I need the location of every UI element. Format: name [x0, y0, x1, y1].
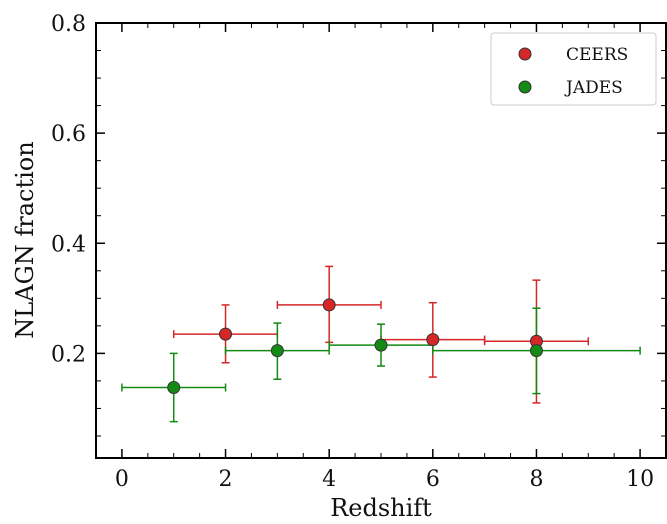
- x-tick-label: 8: [529, 467, 543, 492]
- point-jades: [374, 338, 388, 352]
- tick-labels: 0 2 4 6 8 10 0.2 0.4 0.6 0.8: [51, 12, 654, 492]
- y-tick-label: 0.8: [51, 12, 86, 37]
- x-tick-label: 10: [626, 467, 654, 492]
- legend: CEERS JADES: [490, 32, 657, 106]
- legend-box: [490, 32, 657, 106]
- y-tick-label: 0.6: [51, 122, 86, 147]
- x-axis-label: Redshift: [330, 494, 432, 522]
- y-tick-label: 0.4: [51, 232, 86, 257]
- legend-label-jades: JADES: [564, 78, 623, 98]
- x-tick-label: 2: [219, 467, 233, 492]
- point-jades: [167, 381, 181, 395]
- x-tick-label: 0: [115, 467, 129, 492]
- point-jades: [270, 344, 284, 358]
- legend-label-ceers: CEERS: [566, 45, 628, 65]
- point-ceers: [426, 333, 440, 347]
- point-ceers: [322, 298, 336, 312]
- data-points: [167, 298, 543, 395]
- x-tick-label: 4: [322, 467, 336, 492]
- y-axis-label: NLAGN fraction: [11, 141, 39, 338]
- x-tick-label: 6: [426, 467, 440, 492]
- point-ceers: [219, 327, 233, 341]
- legend-marker-ceers: [518, 47, 532, 61]
- plot-frame: [95, 22, 667, 459]
- y-tick-label: 0.2: [51, 342, 86, 367]
- legend-marker-jades: [518, 80, 532, 94]
- point-jades: [529, 344, 543, 358]
